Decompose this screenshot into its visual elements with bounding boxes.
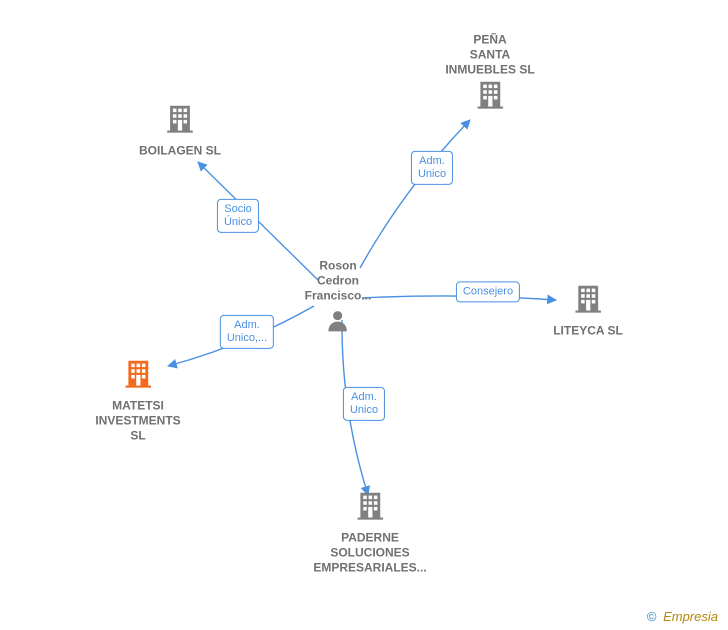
copyright-symbol: © [647,609,657,624]
person-icon [305,308,372,338]
node-label: PEÑA SANTA INMUEBLES SL [445,33,534,78]
edge-label-paderne: Adm. Unico [343,387,385,421]
node-label: LITEYCA SL [553,324,623,339]
edge-label-liteyca: Consejero [456,281,520,302]
edge-label-pena: Adm. Unico [411,151,453,185]
edge-paderne [342,320,368,495]
edge-boilagen [198,162,318,280]
node-label: PADERNE SOLUCIONES EMPRESARIALES... [313,531,426,576]
node-paderne[interactable]: PADERNE SOLUCIONES EMPRESARIALES... [313,489,426,576]
watermark: © Empresia [647,609,718,624]
node-matetsi[interactable]: MATETSI INVESTMENTS SL [95,357,180,444]
node-liteyca[interactable]: LITEYCA SL [553,282,623,339]
node-label: Roson Cedron Francisco... [305,259,372,304]
node-boilagen[interactable]: BOILAGEN SL [139,102,221,159]
diagram-canvas: Roson Cedron Francisco... BOILAGEN SL PEÑ… [0,0,728,630]
watermark-brand: Empresia [663,609,718,624]
edges-layer [0,0,728,630]
node-person[interactable]: Roson Cedron Francisco... [305,259,372,338]
building-icon [139,102,221,140]
building-icon [95,357,180,395]
node-label: BOILAGEN SL [139,144,221,159]
node-label: MATETSI INVESTMENTS SL [95,399,180,444]
building-icon [313,489,426,527]
edge-label-matetsi: Adm. Unico,... [220,315,274,349]
node-pena[interactable]: PEÑA SANTA INMUEBLES SL [445,29,534,116]
edge-label-boilagen: Socio Único [217,199,259,233]
edge-pena [360,120,470,268]
edge-liteyca [362,296,556,300]
building-icon [445,78,534,116]
edge-matetsi [168,306,314,366]
building-icon [553,282,623,320]
